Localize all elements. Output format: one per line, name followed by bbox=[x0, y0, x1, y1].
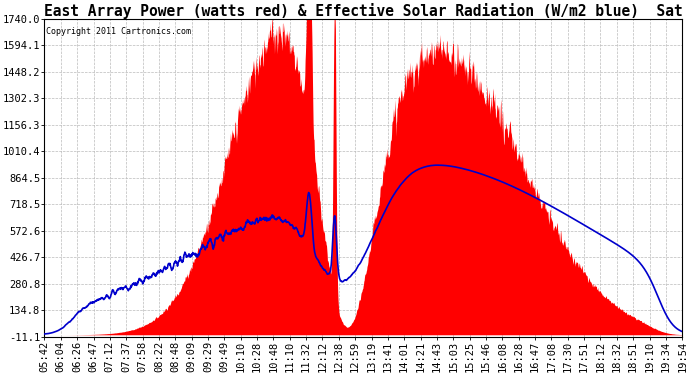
Text: East Array Power (watts red) & Effective Solar Radiation (W/m2 blue)  Sat Jun 4 : East Array Power (watts red) & Effective… bbox=[44, 3, 690, 19]
Text: Copyright 2011 Cartronics.com: Copyright 2011 Cartronics.com bbox=[46, 27, 190, 36]
